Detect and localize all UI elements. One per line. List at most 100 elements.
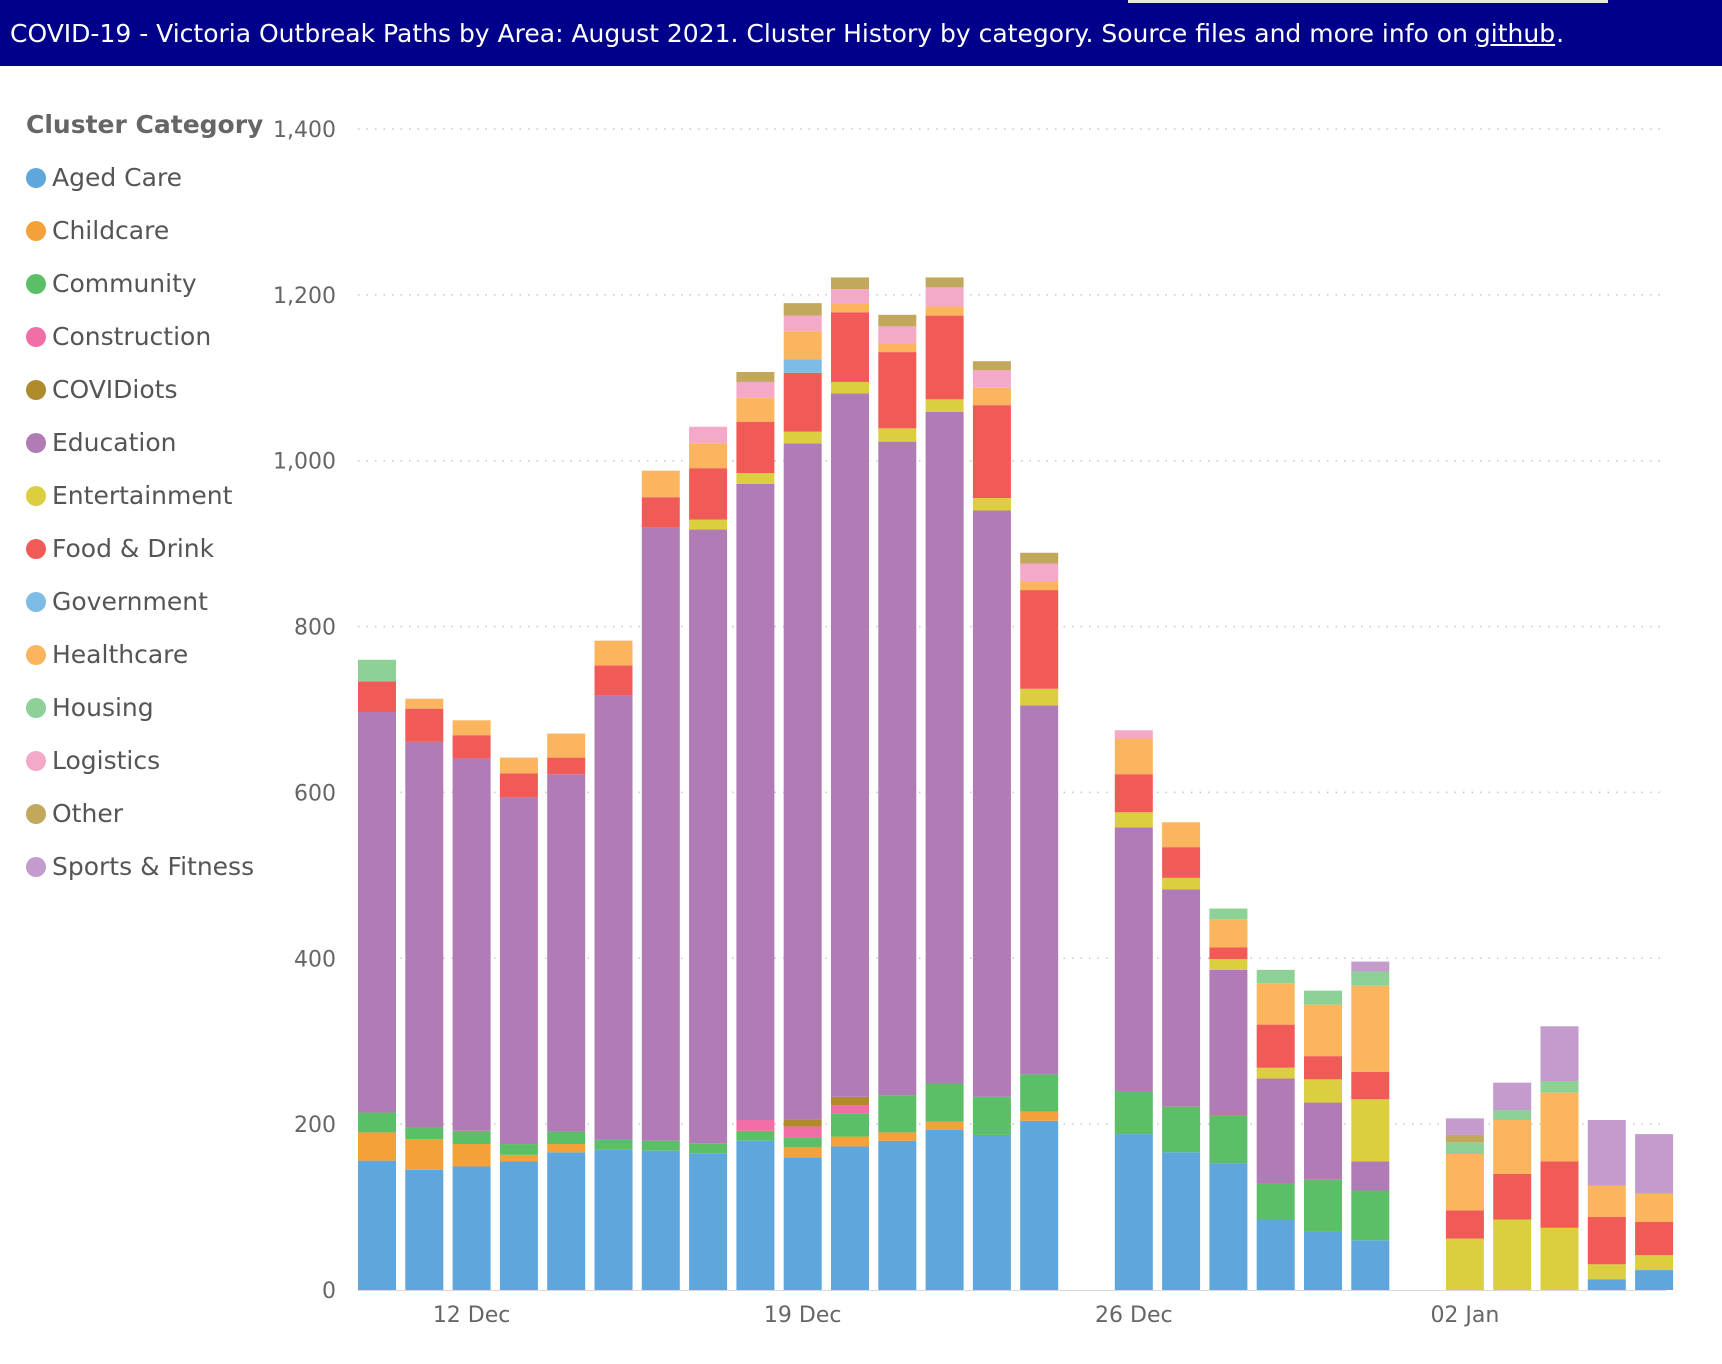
bar-segment-education[interactable] (736, 483, 775, 1120)
bar-segment-healthcare[interactable] (736, 397, 775, 422)
bar-segment-food-and-drink[interactable] (1114, 774, 1153, 813)
bar-segment-community[interactable] (736, 1130, 775, 1141)
bar-segment-aged-care[interactable] (358, 1160, 396, 1290)
bar-segment-entertainment[interactable] (1304, 1079, 1342, 1103)
bar-segment-logistics[interactable] (878, 326, 917, 343)
bar-segment-sports-and-fitness[interactable] (1635, 1134, 1674, 1194)
bar-segment-food-and-drink[interactable] (405, 708, 444, 742)
bar-stack-2021-12-19[interactable] (783, 303, 822, 1290)
bar-segment-childcare[interactable] (547, 1144, 586, 1153)
bar-segment-community[interactable] (783, 1137, 822, 1148)
bar-segment-community[interactable] (925, 1083, 964, 1122)
bar-segment-childcare[interactable] (783, 1147, 822, 1158)
bar-segment-education[interactable] (783, 443, 822, 1120)
legend-item-logistics[interactable]: Logistics (26, 734, 263, 787)
bar-segment-healthcare[interactable] (972, 387, 1011, 406)
bar-segment-logistics[interactable] (736, 381, 775, 398)
bar-segment-community[interactable] (594, 1139, 633, 1150)
bar-segment-community[interactable] (1209, 1115, 1248, 1164)
bar-stack-2022-01-02[interactable] (1445, 1118, 1484, 1290)
bar-segment-aged-care[interactable] (831, 1146, 869, 1290)
bar-stack-2021-12-28[interactable] (1209, 908, 1248, 1290)
bar-segment-aged-care[interactable] (1020, 1120, 1059, 1290)
legend-item-construction[interactable]: Construction (26, 310, 263, 363)
bar-segment-education[interactable] (641, 527, 680, 1141)
bar-segment-entertainment[interactable] (1256, 1067, 1295, 1079)
bar-stack-2021-12-27[interactable] (1162, 822, 1201, 1290)
bar-segment-healthcare[interactable] (1209, 919, 1248, 948)
bar-segment-other[interactable] (1445, 1134, 1484, 1143)
bar-segment-entertainment[interactable] (1540, 1227, 1579, 1290)
bar-segment-logistics[interactable] (689, 426, 728, 444)
bar-stack-2021-12-29[interactable] (1256, 969, 1295, 1290)
bar-segment-childcare[interactable] (925, 1121, 964, 1130)
github-link[interactable]: github (1474, 18, 1556, 48)
legend-item-aged-care[interactable]: Aged Care (26, 151, 263, 204)
bar-segment-food-and-drink[interactable] (878, 352, 917, 429)
bar-segment-healthcare[interactable] (1493, 1119, 1532, 1174)
bar-segment-healthcare[interactable] (1304, 1004, 1342, 1057)
bar-segment-childcare[interactable] (452, 1144, 491, 1167)
bar-stack-2021-12-24[interactable] (1020, 552, 1059, 1290)
bar-segment-healthcare[interactable] (1445, 1153, 1484, 1211)
bar-segment-covidiots[interactable] (831, 1096, 869, 1106)
bar-segment-entertainment[interactable] (1493, 1219, 1532, 1290)
bar-segment-education[interactable] (594, 695, 633, 1140)
bar-segment-education[interactable] (499, 797, 538, 1145)
bar-segment-healthcare[interactable] (1635, 1193, 1674, 1222)
bar-segment-healthcare[interactable] (689, 443, 728, 469)
bar-segment-aged-care[interactable] (547, 1152, 586, 1290)
bar-stack-2021-12-30[interactable] (1304, 990, 1342, 1290)
legend-item-education[interactable]: Education (26, 416, 263, 469)
bar-segment-healthcare[interactable] (641, 470, 680, 498)
bar-stack-2021-12-23[interactable] (972, 361, 1011, 1290)
bar-segment-healthcare[interactable] (1587, 1185, 1626, 1218)
legend-item-food-and-drink[interactable]: Food & Drink (26, 522, 263, 575)
bar-segment-housing[interactable] (1209, 908, 1248, 920)
bar-segment-education[interactable] (831, 393, 869, 1097)
bar-segment-food-and-drink[interactable] (594, 665, 633, 696)
bar-segment-childcare[interactable] (878, 1132, 917, 1141)
bar-segment-covidiots[interactable] (783, 1119, 822, 1127)
bar-segment-community[interactable] (878, 1095, 917, 1133)
bar-segment-education[interactable] (1351, 1161, 1390, 1191)
legend-item-childcare[interactable]: Childcare (26, 204, 263, 257)
bar-stack-2021-12-31[interactable] (1351, 961, 1390, 1290)
bar-segment-education[interactable] (1256, 1078, 1295, 1184)
bar-segment-healthcare[interactable] (405, 698, 444, 709)
bar-segment-logistics[interactable] (831, 289, 869, 304)
legend-item-community[interactable]: Community (26, 257, 263, 310)
bar-segment-childcare[interactable] (1020, 1111, 1059, 1121)
bar-segment-entertainment[interactable] (1351, 1099, 1390, 1162)
bar-segment-community[interactable] (1114, 1090, 1153, 1135)
bar-segment-community[interactable] (689, 1143, 728, 1154)
bar-segment-entertainment[interactable] (783, 431, 822, 444)
bar-segment-food-and-drink[interactable] (499, 773, 538, 798)
bar-segment-healthcare[interactable] (1114, 738, 1153, 775)
bar-segment-healthcare[interactable] (1020, 580, 1059, 591)
bar-segment-sports-and-fitness[interactable] (1351, 961, 1390, 972)
bar-segment-education[interactable] (689, 529, 728, 1144)
bar-segment-sports-and-fitness[interactable] (1493, 1082, 1532, 1111)
bar-segment-community[interactable] (1020, 1074, 1059, 1112)
bar-segment-aged-care[interactable] (878, 1140, 917, 1290)
bar-segment-food-and-drink[interactable] (1587, 1217, 1626, 1265)
bar-segment-food-and-drink[interactable] (1445, 1210, 1484, 1239)
bar-segment-aged-care[interactable] (1635, 1270, 1674, 1290)
bar-stack-2021-12-14[interactable] (547, 733, 586, 1290)
bar-segment-aged-care[interactable] (641, 1150, 680, 1290)
bar-segment-aged-care[interactable] (925, 1129, 964, 1290)
bar-segment-aged-care[interactable] (972, 1134, 1011, 1290)
bar-segment-construction[interactable] (736, 1119, 775, 1131)
bar-segment-food-and-drink[interactable] (1635, 1221, 1674, 1256)
bar-segment-childcare[interactable] (358, 1132, 396, 1161)
bar-segment-community[interactable] (1351, 1190, 1390, 1241)
bar-segment-food-and-drink[interactable] (783, 372, 822, 432)
bar-segment-entertainment[interactable] (925, 399, 964, 412)
bar-segment-other[interactable] (925, 277, 964, 288)
bar-segment-community[interactable] (547, 1131, 586, 1145)
bar-segment-aged-care[interactable] (1304, 1231, 1342, 1290)
bar-segment-food-and-drink[interactable] (452, 735, 491, 759)
bar-segment-community[interactable] (405, 1127, 444, 1140)
bar-stack-2022-01-06[interactable] (1635, 1134, 1674, 1290)
